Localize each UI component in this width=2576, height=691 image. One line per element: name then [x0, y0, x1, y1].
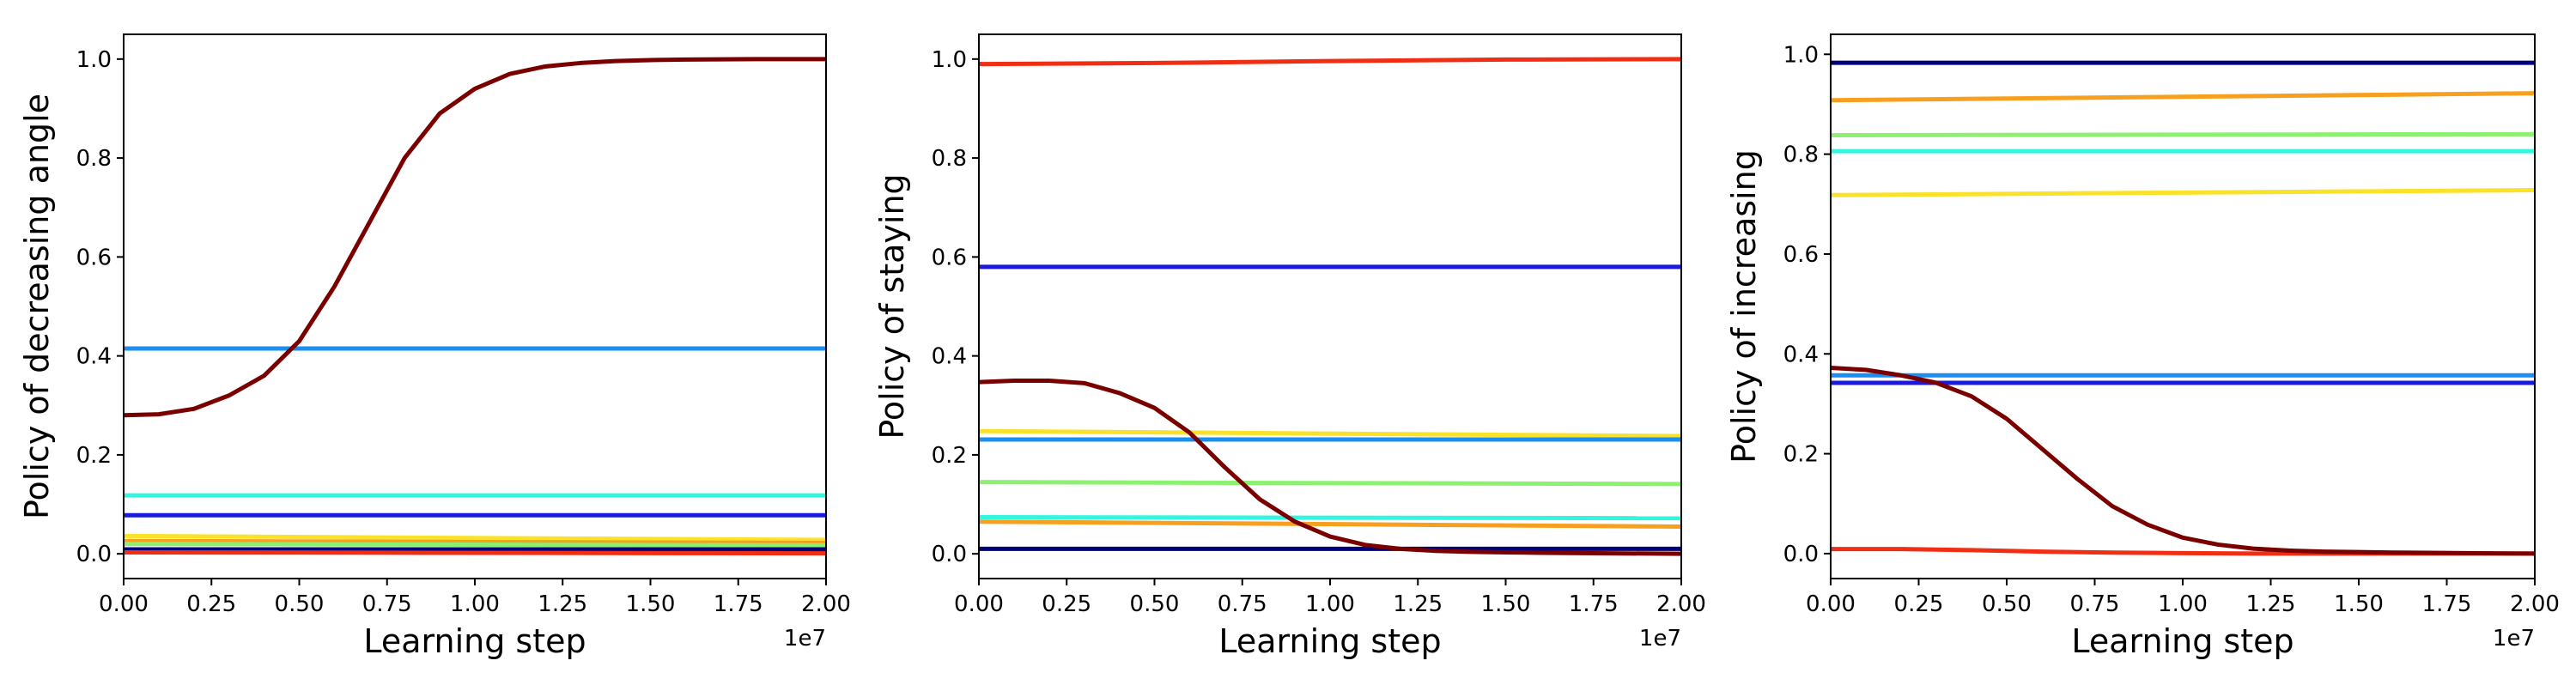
y-tick-label: 0.6	[76, 245, 112, 270]
y-tick-label: 0.4	[1783, 342, 1819, 367]
x-tick-label: 0.25	[186, 591, 236, 617]
x-tick-label: 0.25	[1042, 591, 1091, 617]
x-tick-label: 1.50	[2334, 591, 2384, 617]
x-tick-label: 0.00	[99, 591, 149, 617]
series-line-8	[124, 549, 826, 556]
y-tick-label: 1.0	[1783, 42, 1819, 68]
series-line-4	[124, 533, 826, 542]
series-line-9	[124, 57, 826, 418]
x-tick-label: 1.50	[1481, 591, 1531, 617]
series-line-5	[979, 480, 1681, 487]
y-tick-label: 0.2	[1783, 442, 1819, 468]
series-line-5	[1831, 187, 2535, 197]
x-tick-label: 1.25	[2246, 591, 2296, 617]
x-tick-label: 1.25	[538, 591, 587, 617]
x-tick-label: 0.50	[1130, 591, 1180, 617]
x-tick-label: 1.00	[1305, 591, 1355, 617]
series-line-7	[979, 519, 1681, 529]
x-tick-label: 0.50	[275, 591, 325, 617]
x-tick-label: 1.75	[714, 591, 763, 617]
x-tick-label: 2.00	[801, 591, 851, 617]
chart-panel-1: 0.00 0.25 0.50 0.75 1.00 1.25 1.50 1.75 2.00 0.0 0…	[18, 33, 851, 660]
series-line-2	[1831, 91, 2535, 103]
x-axis-label: Learning step	[1218, 622, 1441, 660]
x-axis-label: Learning step	[2071, 622, 2293, 660]
y-axis-label: Policy of increasing	[1725, 149, 1763, 464]
y-tick-label: 0.4	[76, 344, 112, 370]
series-line-1	[979, 57, 1681, 67]
x-tick-label: 1.75	[1569, 591, 1619, 617]
x-axis-label: Learning step	[363, 622, 586, 660]
x-tick-label: 0.75	[362, 591, 412, 617]
y-tick-label: 0.2	[932, 443, 967, 469]
y-tick-label: 0.2	[76, 443, 112, 469]
y-tick-label: 0.8	[932, 146, 967, 172]
x-tick-label: 2.00	[1656, 591, 1706, 617]
series-line-3	[979, 428, 1681, 439]
x-tick-label: 0.75	[1218, 591, 1267, 617]
series-line-6	[124, 542, 826, 548]
x-tick-label: 2.00	[2510, 591, 2560, 617]
x-tick-label: 0.00	[1806, 591, 1856, 617]
x-tick-label: 1.50	[626, 591, 676, 617]
y-tick-label: 0.4	[932, 344, 967, 370]
x-tick-label: 1.00	[450, 591, 500, 617]
chart-panel-3: 0.00 0.25 0.50 0.75 1.00 1.25 1.50 1.75 2.00 0.0 0…	[1725, 33, 2560, 660]
y-axis-label: Policy of staying	[873, 173, 911, 439]
y-tick-label: 0.6	[1783, 242, 1819, 268]
y-tick-label: 0.0	[1783, 542, 1819, 567]
x-tick-label: 0.50	[1982, 591, 2032, 617]
x-tick-label: 0.25	[1894, 591, 1944, 617]
x-tick-label: 0.00	[954, 591, 1004, 617]
y-tick-label: 0.0	[76, 542, 112, 567]
y-tick-label: 1.0	[76, 47, 112, 73]
series-group	[1831, 60, 2535, 556]
y-tick-label: 0.0	[932, 542, 967, 567]
y-tick-label: 0.8	[1783, 142, 1819, 168]
x-offset-label: 1e7	[1639, 626, 1681, 652]
plot-frame	[978, 33, 1682, 579]
series-line-9	[1831, 366, 2535, 556]
plot-frame	[1830, 33, 2536, 579]
y-tick-label: 0.8	[76, 146, 112, 172]
x-offset-label: 1e7	[2493, 626, 2535, 652]
chart-panel-2: 0.00 0.25 0.50 0.75 1.00 1.25 1.50 1.75 2.00 0.0 0…	[873, 33, 1706, 660]
x-tick-label: 1.25	[1393, 591, 1443, 617]
x-offset-label: 1e7	[784, 626, 826, 652]
x-tick-label: 0.75	[2070, 591, 2120, 617]
x-tick-label: 1.00	[2158, 591, 2208, 617]
y-axis-label: Policy of decreasing angle	[18, 94, 56, 519]
series-line-9	[979, 378, 1681, 556]
x-tick-label: 1.75	[2422, 591, 2472, 617]
y-tick-label: 0.6	[932, 245, 967, 270]
series-group	[979, 57, 1681, 556]
y-tick-label: 1.0	[932, 47, 967, 73]
series-group	[124, 57, 826, 556]
series-line-5	[124, 538, 826, 545]
series-line-3	[1831, 131, 2535, 137]
